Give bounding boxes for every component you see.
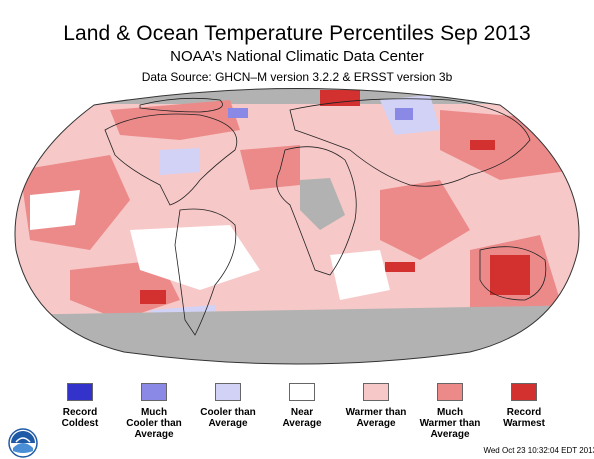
region-north-america-north (110, 100, 240, 140)
legend-label: Cooler than Average (200, 407, 256, 429)
arctic-islands-outline (139, 97, 223, 113)
legend-swatch (289, 383, 315, 401)
region-record-china (470, 140, 495, 150)
region-south-atlantic (130, 225, 260, 290)
legend-label: Much Warmer than Average (419, 407, 481, 440)
region-much-cooler-russia (395, 108, 413, 120)
region-africa-no-data (300, 178, 345, 230)
legend-swatch (215, 383, 241, 401)
legend-label: Near Average (282, 407, 322, 429)
legend-label: Warmer than Average (345, 407, 407, 429)
continent-outlines (104, 97, 547, 336)
legend-label: Record Warmest (503, 407, 545, 429)
legend-swatch (141, 383, 167, 401)
region-much-cooler-canada (228, 108, 248, 118)
region-south-pacific (70, 260, 180, 320)
data-source: Data Source: GHCN–M version 3.2.2 & ERSS… (141, 70, 453, 84)
region-us-central (160, 148, 200, 175)
north-america-outline (104, 113, 238, 206)
map-title: Land & Ocean Temperature Percentiles Sep… (63, 22, 531, 45)
world-map (14, 88, 580, 365)
noaa-logo (8, 428, 38, 458)
legend-swatch (363, 383, 389, 401)
region-record-australia (490, 255, 530, 295)
region-record-south-pacific (140, 290, 166, 304)
africa-outline (276, 146, 357, 276)
region-south-africa (330, 250, 390, 300)
region-east-pacific-white (30, 190, 80, 230)
legend-swatch (67, 383, 93, 401)
south-america-outline (174, 208, 237, 336)
legend-label: Record Coldest (61, 407, 99, 429)
globe-border (14, 88, 580, 365)
legend-swatch (511, 383, 537, 401)
australia-outline (479, 246, 547, 301)
region-record-indian (385, 262, 415, 272)
legend-label: Much Cooler than Average (126, 407, 182, 440)
map-subtitle: NOAA’s National Climatic Data Center (170, 48, 424, 65)
timestamp: Wed Oct 23 10:32:04 EDT 2013 (483, 446, 594, 455)
region-record-arctic (320, 90, 360, 106)
legend-swatch (437, 383, 463, 401)
region-north-atlantic (240, 145, 300, 190)
region-indian-ocean (380, 180, 470, 260)
eurasia-outline (289, 98, 531, 187)
